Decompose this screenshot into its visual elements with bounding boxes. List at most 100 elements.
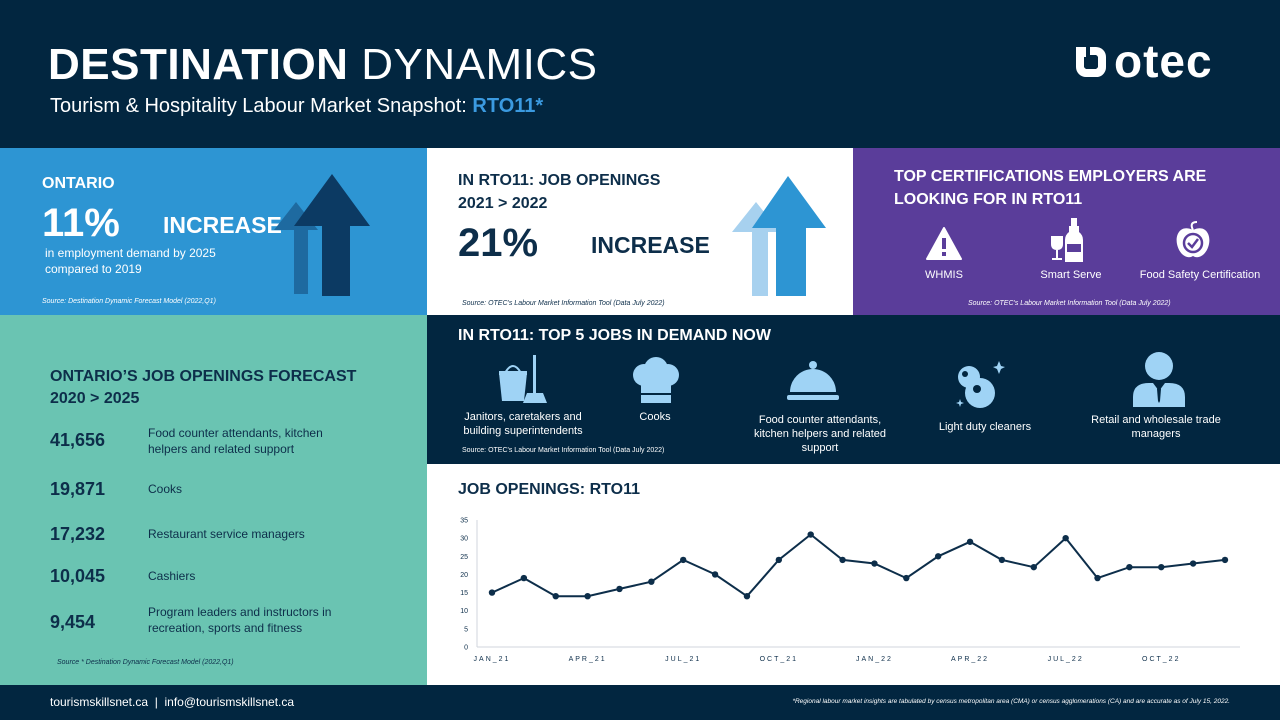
data-point	[871, 560, 878, 567]
rto-openings-label-line1: IN RTO11: JOB OPENINGS	[458, 172, 661, 189]
header: DESTINATION DYNAMICS Tourism & Hospitali…	[0, 0, 1280, 148]
food-cloche-icon	[787, 361, 839, 400]
forecast-label-line2: recreation, sports and fitness	[148, 621, 303, 635]
rto-arrow-icon	[732, 176, 826, 296]
chart-title: JOB OPENINGS: RTO11	[458, 481, 640, 498]
job-label-line1: Janitors, caretakers and	[464, 411, 582, 423]
ontario-panel: ONTARIO 11% INCREASE in employment deman…	[0, 148, 427, 315]
footer-note: *Regional labour market insights are tab…	[792, 698, 1230, 705]
data-point	[966, 538, 974, 545]
data-point	[711, 571, 719, 578]
data-point	[520, 574, 528, 582]
forecast-value: 41,656	[50, 430, 106, 450]
warning-icon	[926, 227, 962, 260]
subtitle-region: RTO11*	[472, 95, 544, 117]
x-tick-label: APR_22	[951, 656, 989, 663]
apple-check-icon	[1176, 221, 1210, 258]
title-bold: DESTINATION	[48, 40, 349, 89]
forecast-label-line1: Program leaders and instructors in	[148, 605, 332, 619]
forecast-title-line1: ONTARIO’S JOB OPENINGS FORECAST	[50, 368, 357, 385]
y-tick-label: 0	[464, 645, 468, 652]
data-point	[648, 578, 655, 585]
forecast-label-line2: helpers and related support	[148, 442, 295, 456]
y-tick-label: 25	[460, 554, 468, 561]
top5-source: Source: OTEC's Labour Market Information…	[462, 447, 665, 454]
data-point	[1189, 560, 1197, 567]
certifications-title-line1: TOP CERTIFICATIONS EMPLOYERS ARE	[894, 168, 1207, 185]
data-point	[934, 553, 942, 560]
job-item-light-duty: Light duty cleaners	[925, 420, 1045, 434]
cert-label-smart-serve: Smart Serve	[1040, 269, 1102, 281]
x-tick-label: APR_21	[569, 656, 607, 663]
job-item-food-counter: Food counter attendants, kitchen helpers…	[735, 413, 905, 455]
y-tick-label: 10	[460, 608, 468, 615]
forecast-item-label: Cashiers	[148, 569, 196, 583]
data-point	[616, 585, 623, 593]
data-point	[1221, 556, 1229, 564]
forecast-label-line1: Food counter attendants, kitchen	[148, 426, 323, 440]
footer: tourismskillsnet.ca | info@tourismskills…	[0, 685, 1280, 720]
data-point	[998, 556, 1006, 564]
job-label-line3: support	[801, 442, 839, 454]
y-tick-label: 15	[460, 590, 468, 597]
top5-title: IN RTO11: TOP 5 JOBS IN DEMAND NOW	[458, 327, 771, 344]
data-point	[488, 589, 496, 596]
data-point	[1062, 534, 1069, 542]
forecast-value: 9,454	[50, 612, 96, 632]
title-normal: DYNAMICS	[361, 40, 598, 89]
forecast-value: 10,045	[50, 566, 106, 586]
data-point	[839, 556, 846, 564]
job-label-line1: Retail and wholesale trade	[1091, 414, 1221, 426]
data-point	[584, 593, 591, 600]
forecast-value: 17,232	[50, 524, 106, 544]
cleaning-bucket-icon	[499, 355, 547, 403]
certifications-title-line2: LOOKING FOR IN RTO11	[894, 191, 1083, 208]
subtitle-prefix: Tourism & Hospitality Labour Market Snap…	[50, 95, 473, 117]
cert-label-whmis: WHMIS	[925, 269, 963, 281]
job-label-line2: kitchen helpers and related	[753, 428, 887, 440]
x-tick-label: OCT_22	[1142, 656, 1180, 663]
x-tick-label: JAN_22	[856, 656, 893, 663]
job-item-cooks: Cooks	[605, 410, 705, 424]
forecast-item-label: Restaurant service managers	[148, 527, 305, 541]
y-tick-label: 35	[460, 518, 468, 525]
ontario-percent: 11%	[42, 201, 120, 245]
job-label-line1: Food counter attendants,	[758, 414, 882, 426]
ontario-label: ONTARIO	[42, 175, 115, 192]
ontario-source: Source: Destination Dynamic Forecast Mod…	[42, 298, 216, 305]
data-point	[1158, 563, 1165, 571]
forecast-source: Source * Destination Dynamic Forecast Mo…	[57, 659, 234, 666]
ontario-arrow-icon	[274, 174, 370, 296]
forecast-item-label: Cooks	[148, 482, 183, 496]
job-label-line2: managers	[1131, 428, 1181, 440]
rto-openings-label-line2: 2021 > 2022	[458, 195, 548, 212]
rto-openings-increase-label: INCREASE	[591, 232, 710, 258]
job-openings-line-chart: 0 5 10 15 20 25 30 35 JAN_21 APR_21 JUL_21 OCT_21 J…	[460, 518, 1240, 663]
chef-hat-icon	[633, 357, 679, 403]
job-item-retail-managers: Retail and wholesale trade managers	[1070, 413, 1242, 441]
wine-bottle-icon	[1051, 218, 1083, 262]
data-point	[1126, 563, 1133, 571]
forecast-value: 19,871	[50, 479, 106, 499]
ontario-desc-line1: in employment demand by 2025	[45, 246, 216, 260]
certifications-panel: TOP CERTIFICATIONS EMPLOYERS ARE LOOKING…	[853, 148, 1280, 315]
y-tick-label: 20	[460, 572, 468, 579]
rto-openings-source: Source: OTEC's Labour Market Information…	[462, 300, 665, 307]
otec-logo-icon	[1076, 47, 1107, 77]
otec-logo-text: otec	[1114, 35, 1213, 87]
forecast-item-label: Program leaders and instructors in recrea…	[148, 604, 378, 636]
job-label-line1: Light duty cleaners	[938, 421, 1032, 433]
forecast-title-line2: 2020 > 2025	[50, 390, 140, 407]
y-tick-label: 30	[460, 536, 468, 543]
rto-openings-panel: IN RTO11: JOB OPENINGS 2021 > 2022 21% I…	[427, 148, 853, 315]
data-point	[775, 556, 783, 564]
data-point	[1094, 574, 1101, 582]
data-point	[807, 531, 814, 538]
x-tick-label: JUL_21	[665, 656, 701, 663]
job-label-line1: Cooks	[639, 411, 671, 423]
manager-icon	[1133, 352, 1185, 407]
ontario-increase-label: INCREASE	[163, 212, 282, 238]
page-subtitle: Tourism & Hospitality Labour Market Snap…	[50, 95, 543, 118]
page-title: DESTINATION DYNAMICS	[48, 40, 597, 90]
x-tick-label: JUL_22	[1048, 656, 1084, 663]
